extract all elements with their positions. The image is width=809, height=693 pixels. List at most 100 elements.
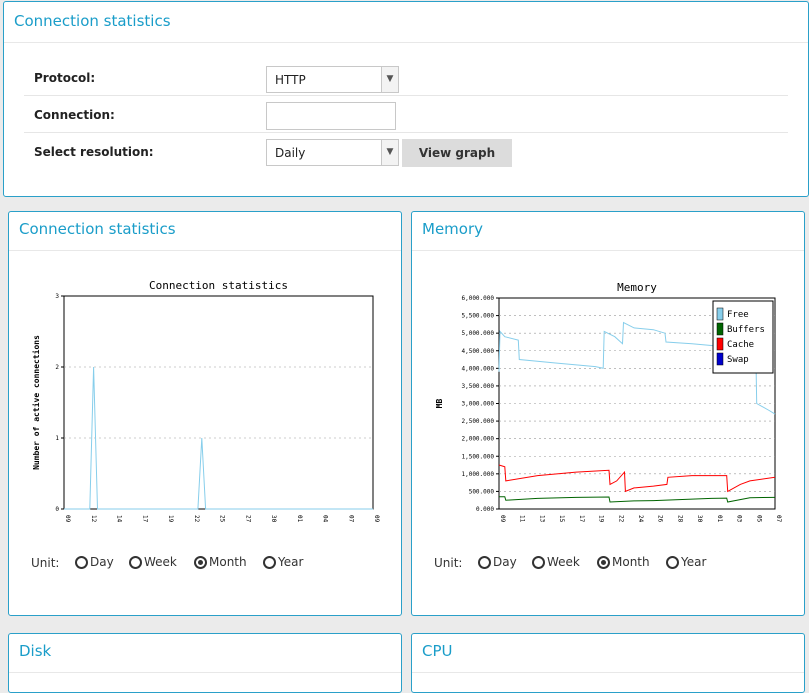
unit-radio-year[interactable]: Year [666, 555, 706, 569]
y-tick-label: 5,000.000 [461, 330, 494, 337]
chart-title: Connection statistics [149, 279, 288, 292]
protocol-select[interactable]: HTTP ▼ [266, 66, 399, 93]
form-row-divider [24, 95, 788, 96]
series-line-buffers [499, 496, 776, 503]
radio-selected-icon[interactable] [597, 555, 610, 569]
unit-radio-week[interactable]: Week [129, 555, 177, 569]
radio-icon[interactable] [532, 555, 545, 569]
unit-option-label: Month [612, 555, 650, 569]
y-tick-label: 2,500.000 [461, 418, 494, 425]
x-tick-label: 09 [373, 515, 380, 523]
x-tick-label: 03 [736, 515, 743, 523]
unit-option-label: Week [547, 555, 580, 569]
y-tick-label: 500.000 [469, 488, 495, 495]
x-tick-label: 05 [755, 515, 762, 523]
cpu-panel: CPU [411, 633, 805, 693]
unit-radio-month[interactable]: Month [597, 555, 650, 569]
x-tick-label: 01 [296, 515, 303, 523]
y-tick-label: 1,000.000 [461, 471, 494, 478]
y-tick-label: 6,000.000 [461, 295, 494, 302]
x-tick-label: 30 [696, 515, 703, 523]
chevron-down-icon[interactable]: ▼ [381, 67, 398, 92]
legend-label: Swap [727, 355, 749, 365]
x-tick-label: 28 [676, 515, 683, 523]
x-tick-label: 04 [322, 515, 329, 523]
legend-label: Cache [727, 340, 754, 350]
radio-icon[interactable] [478, 555, 491, 569]
x-tick-label: 01 [716, 515, 723, 523]
x-tick-label: 30 [270, 515, 277, 523]
radio-icon[interactable] [666, 555, 679, 569]
legend-label: Buffers [727, 325, 765, 335]
x-tick-label: 07 [347, 515, 354, 523]
y-tick-label: 0.000 [476, 506, 494, 513]
legend-swatch [716, 307, 724, 321]
cpu-panel-title: CPU [422, 642, 453, 660]
unit-radio-year[interactable]: Year [263, 555, 303, 569]
unit-option-label: Day [90, 555, 114, 569]
y-tick-label: 3,500.000 [461, 383, 494, 390]
x-tick-label: 17 [141, 515, 148, 523]
connection-unit-selector: Unit: Day Week Month Year [9, 555, 401, 573]
unit-option-label: Day [493, 555, 517, 569]
y-tick-label: 4,500.000 [461, 348, 494, 355]
view-graph-button[interactable]: View graph [402, 139, 512, 167]
plot-area [63, 295, 374, 510]
connection-panel-divider [9, 250, 401, 251]
unit-radio-week[interactable]: Week [532, 555, 580, 569]
y-tick-label: 1 [55, 435, 59, 442]
x-tick-label: 22 [193, 515, 200, 523]
connection-label: Connection: [34, 108, 115, 122]
cpu-panel-divider [412, 672, 804, 673]
y-tick-label: 2,000.000 [461, 436, 494, 443]
memory-panel: Memory Memory 0.000 500.000 1,000.000 1,500.… [411, 211, 805, 616]
unit-radio-day[interactable]: Day [75, 555, 114, 569]
x-tick-label: 12 [90, 515, 97, 523]
x-tick-label: 19 [598, 515, 605, 523]
x-tick-label: 24 [637, 515, 644, 523]
radio-icon[interactable] [75, 555, 88, 569]
x-tick-label: 13 [538, 515, 545, 523]
connection-panel-title: Connection statistics [19, 220, 176, 238]
connection-input[interactable] [266, 102, 396, 130]
x-tick-label: 27 [244, 515, 251, 523]
unit-option-label: Year [681, 555, 707, 569]
unit-option-label: Year [278, 555, 304, 569]
memory-panel-divider [412, 250, 804, 251]
form-panel-title: Connection statistics [14, 12, 171, 30]
unit-option-label: Month [209, 555, 247, 569]
x-tick-label: 09 [64, 515, 71, 523]
legend-label: Free [727, 310, 749, 320]
y-tick-label: 2 [55, 364, 59, 371]
x-tick-label: 15 [558, 515, 565, 523]
chevron-down-icon[interactable]: ▼ [381, 140, 398, 165]
x-tick-label: 14 [116, 515, 123, 523]
legend-swatch [716, 352, 724, 366]
unit-radio-month[interactable]: Month [194, 555, 247, 569]
radio-icon[interactable] [129, 555, 142, 569]
y-tick-label: 3 [55, 293, 59, 300]
resolution-select[interactable]: Daily ▼ [266, 139, 399, 166]
unit-label: Unit: [31, 556, 60, 570]
x-tick-label: 17 [578, 515, 585, 523]
connection-form-panel: Connection statistics Protocol: HTTP ▼ C… [3, 1, 809, 197]
disk-panel: Disk [8, 633, 402, 693]
radio-icon[interactable] [263, 555, 276, 569]
form-row-divider [24, 132, 788, 133]
y-tick-label: 1,500.000 [461, 453, 494, 460]
unit-label: Unit: [434, 556, 463, 570]
protocol-select-value: HTTP [275, 73, 306, 87]
unit-radio-day[interactable]: Day [478, 555, 517, 569]
series-line-connections [64, 366, 373, 510]
memory-chart: Memory 0.000 500.000 1,000.000 1,500.000 2,00… [435, 281, 782, 523]
y-axis-label: Number of active connections [31, 335, 41, 470]
resolution-label: Select resolution: [34, 145, 154, 159]
y-tick-label: 4,000.000 [461, 365, 494, 372]
x-tick-label: 25 [219, 515, 226, 523]
disk-panel-title: Disk [19, 642, 52, 660]
y-tick-label: 0 [55, 506, 59, 513]
radio-selected-icon[interactable] [194, 555, 207, 569]
x-tick-label: 11 [519, 515, 526, 523]
series-line-cache [498, 464, 776, 493]
